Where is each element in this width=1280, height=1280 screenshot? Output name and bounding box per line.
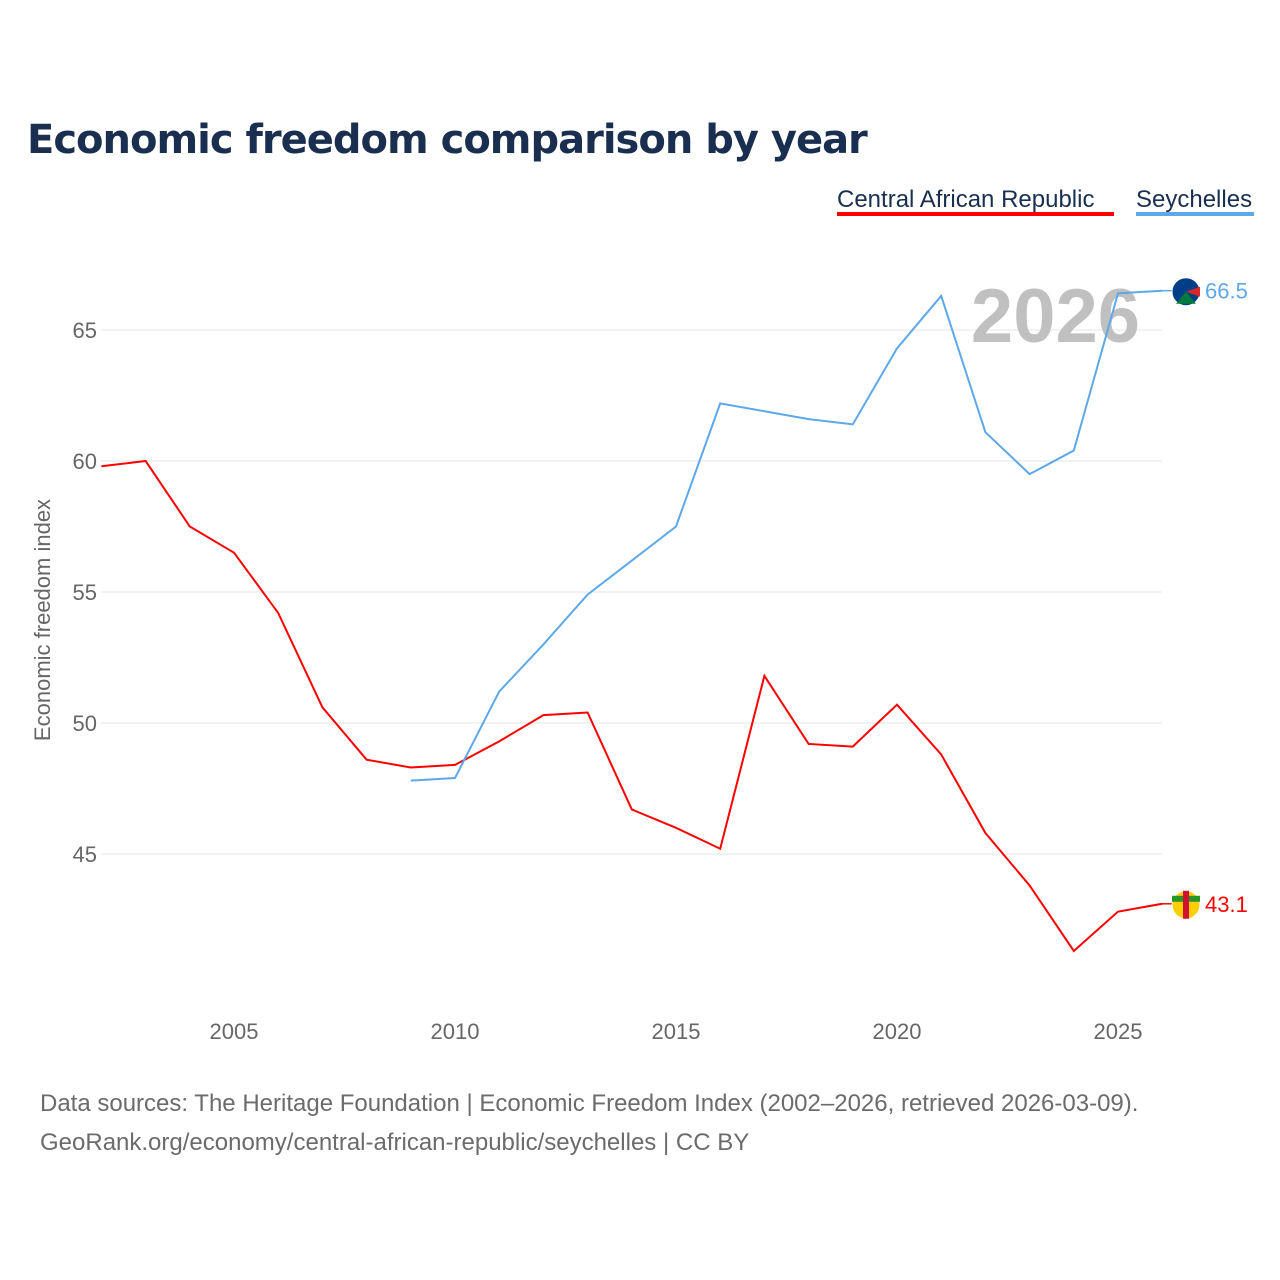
x-tick-label: 2015 xyxy=(652,1019,701,1044)
legend-item-seychelles[interactable]: Seychelles xyxy=(1136,186,1252,213)
flag-stripe xyxy=(1186,286,1200,297)
y-tick-label: 55 xyxy=(73,580,97,605)
x-tick-label: 2020 xyxy=(873,1019,922,1044)
flag-stripe xyxy=(1183,890,1189,919)
x-tick-label: 2010 xyxy=(431,1019,480,1044)
end-value-label: 66.5 xyxy=(1205,279,1248,304)
legend-swatch xyxy=(1136,212,1254,216)
y-tick-label: 50 xyxy=(73,711,97,736)
end-value-label: 43.1 xyxy=(1205,892,1248,917)
legend-item-car[interactable]: Central African Republic xyxy=(837,186,1094,213)
y-tick-label: 60 xyxy=(73,449,97,474)
source-line-1: Data sources: The Heritage Foundation | … xyxy=(40,1090,1138,1117)
y-tick-label: 65 xyxy=(73,318,97,343)
flag-stripe xyxy=(1176,291,1196,304)
y-tick-label: 45 xyxy=(73,842,97,867)
x-tick-label: 2005 xyxy=(210,1019,259,1044)
chart-title: Economic freedom comparison by year xyxy=(27,117,868,163)
series-line-0 xyxy=(101,459,1163,953)
year-overlay: 2026 xyxy=(971,274,1140,359)
y-axis-label: Economic freedom index xyxy=(30,499,55,741)
x-tick-label: 2025 xyxy=(1094,1019,1143,1044)
source-line-2[interactable]: GeoRank.org/economy/central-african-repu… xyxy=(40,1129,749,1156)
series-line-1 xyxy=(410,289,1163,782)
legend-swatch xyxy=(837,212,1114,216)
